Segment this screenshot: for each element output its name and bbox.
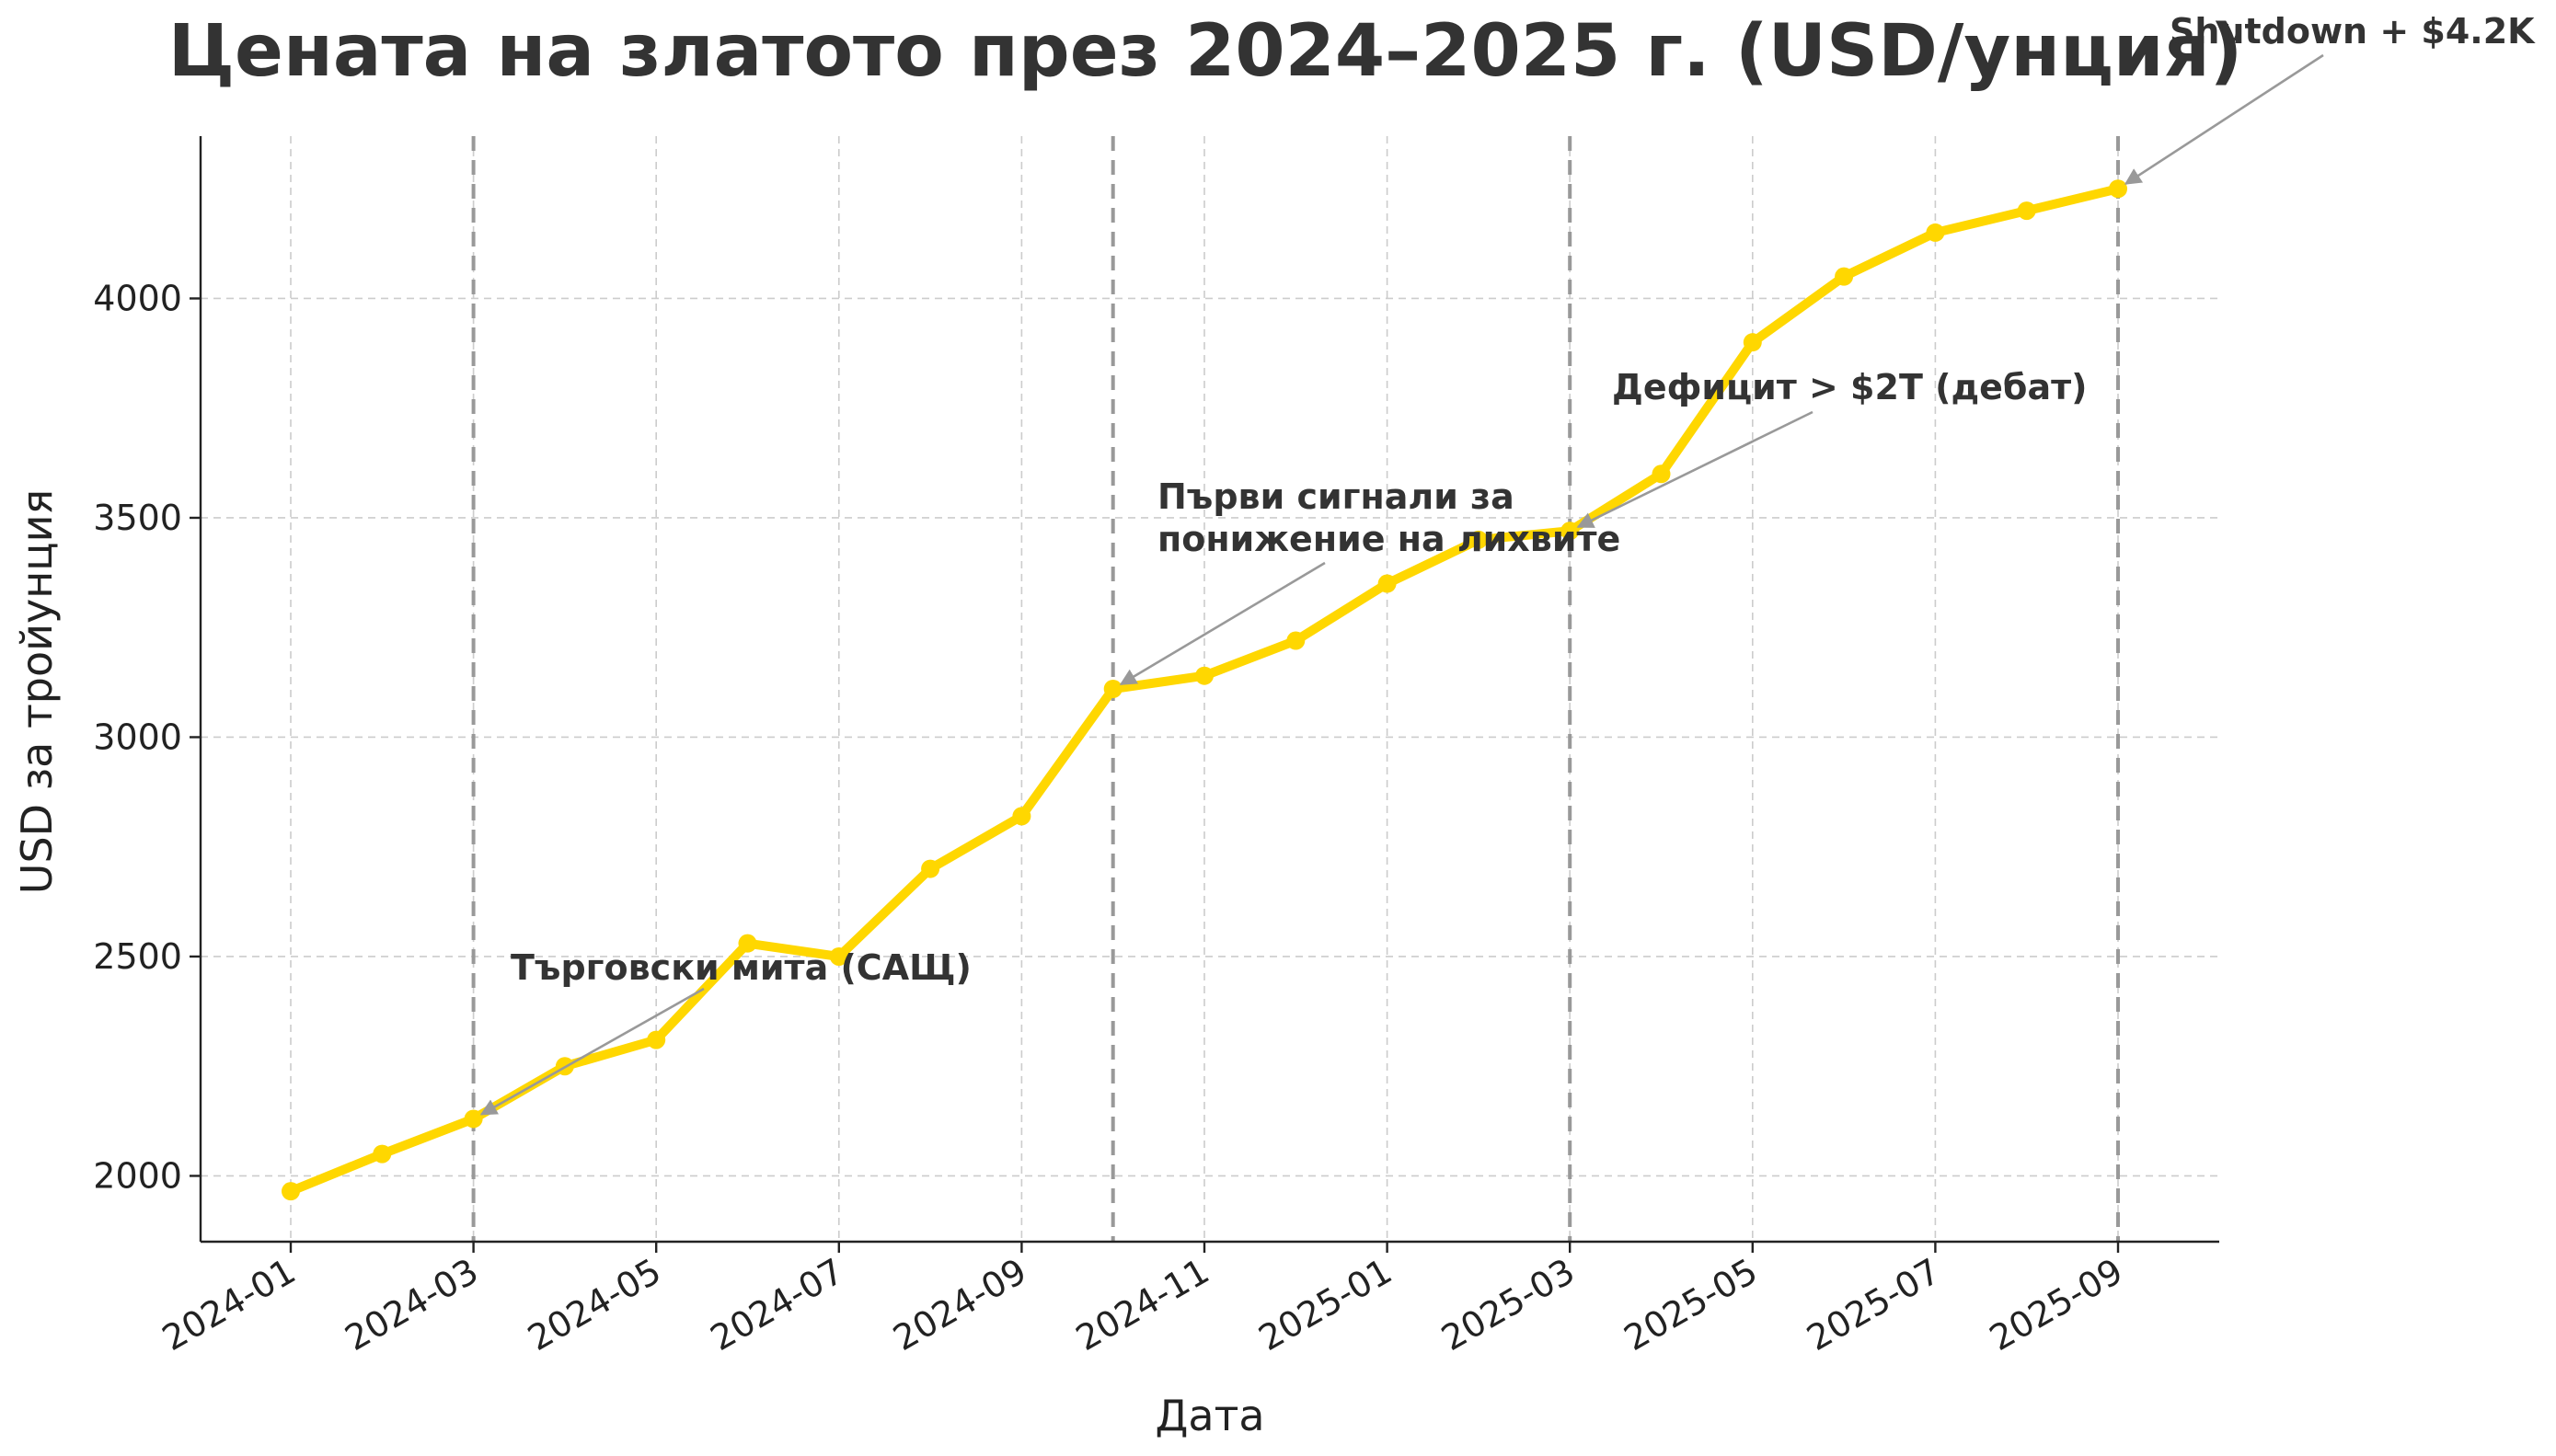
data-point	[738, 934, 757, 953]
x-tick-label: 2024-01	[155, 1251, 303, 1359]
data-point	[1743, 333, 1762, 352]
annotation-label: Дефицит > $2T (дебат)	[1612, 367, 2088, 407]
annotation-line: Дефицит > $2T (дебат)	[1612, 367, 2088, 407]
y-axis-title: USD за тройунция	[12, 489, 62, 894]
data-point	[829, 946, 848, 966]
data-point	[464, 1109, 483, 1129]
annotation-label: Първи сигнали за понижение на лихвите	[1157, 476, 1620, 559]
annotation-arrow	[1119, 561, 1326, 686]
annotation-line: Търговски мита (САЩ)	[511, 947, 972, 988]
y-tick-label: 2000	[93, 1155, 182, 1196]
price-series	[282, 179, 2127, 1201]
event-lines	[471, 136, 2120, 1242]
annotation-line: понижение на лихвите	[1157, 519, 1620, 559]
annotation-label: Shutdown + $4.2K	[2170, 11, 2536, 52]
y-tick-label: 2500	[93, 936, 182, 977]
annotation-arrow	[1576, 410, 1813, 529]
annotations: Търговски мита (САЩ) Първи сигнали за пони…	[479, 11, 2536, 1116]
x-tick-label: 2024-07	[704, 1251, 851, 1359]
annotation-arrow	[479, 987, 705, 1116]
x-tick-label: 2024-11	[1069, 1251, 1216, 1359]
data-point	[1652, 464, 1671, 484]
annotation-line: Shutdown + $4.2K	[2170, 11, 2536, 52]
data-point	[1468, 530, 1488, 549]
x-axis-title: Дата	[1155, 1391, 1264, 1440]
data-point	[1835, 267, 1854, 286]
x-tick-label: 2025-09	[1983, 1251, 2130, 1359]
annotation-arrow	[2124, 53, 2324, 185]
x-tick-label: 2025-07	[1800, 1251, 1947, 1359]
data-point	[1286, 631, 1306, 650]
y-tick-label: 4000	[93, 278, 182, 318]
chart-title: Цената на златото през 2024–2025 г. (USD…	[168, 10, 2243, 93]
x-tick-label: 2024-05	[521, 1251, 668, 1359]
data-point	[2017, 201, 2036, 221]
data-point	[1103, 680, 1123, 698]
y-tick-label: 3000	[93, 717, 182, 757]
data-point	[647, 1030, 666, 1049]
x-tick-label: 2025-01	[1252, 1251, 1399, 1359]
data-point	[2109, 179, 2127, 199]
y-tick-label: 3500	[93, 498, 182, 538]
data-point	[282, 1182, 300, 1201]
data-point	[1926, 223, 1945, 242]
x-tick-label: 2025-05	[1618, 1251, 1765, 1359]
x-tick-label: 2025-03	[1434, 1251, 1582, 1359]
data-point	[1195, 666, 1214, 685]
data-point	[373, 1144, 392, 1164]
annotation-label: Търговски мита (САЩ)	[511, 947, 972, 988]
annotation-line: Първи сигнали за	[1157, 476, 1514, 517]
data-point	[1012, 807, 1031, 826]
grid	[201, 136, 2219, 1242]
x-tick-label: 2024-09	[886, 1251, 1033, 1359]
data-point	[921, 859, 940, 878]
data-point	[1560, 522, 1580, 541]
x-tick-label: 2024-03	[339, 1251, 486, 1359]
data-point	[1377, 574, 1397, 593]
